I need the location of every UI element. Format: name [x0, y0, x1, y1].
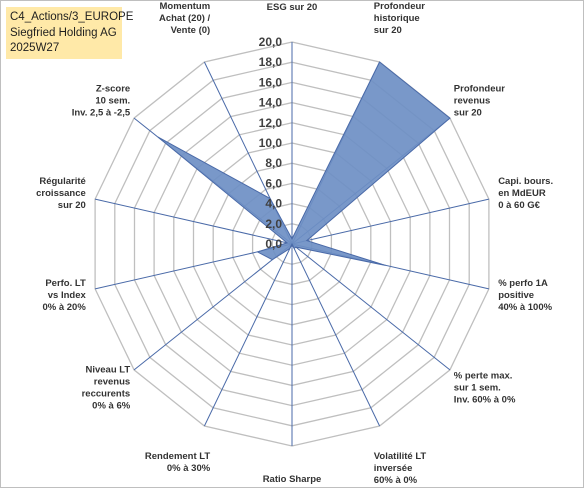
- axis-label: 40% à 100%: [498, 302, 552, 313]
- info-category: C4_Actions/3_EUROPE: [10, 11, 134, 23]
- axis-label: ESG sur 20: [267, 2, 318, 13]
- axis-label: Niveau LT: [85, 364, 130, 375]
- tick-label: 20,0: [259, 35, 283, 49]
- axis-label: 0 à 2: [281, 486, 302, 487]
- axis-label: revenus: [454, 96, 490, 107]
- axis-label: historique: [374, 13, 420, 24]
- axis-spoke: [291, 243, 451, 371]
- axis-label: positive: [498, 290, 534, 301]
- axis-label: sur 20: [374, 25, 402, 36]
- axis-label: 0 à 60 G€: [498, 200, 540, 211]
- axis-label: en MdEUR: [498, 188, 546, 199]
- axis-label: Volatilité LT: [374, 451, 427, 462]
- axis-spoke: [94, 198, 293, 245]
- tick-label: 12,0: [259, 116, 283, 130]
- axis-label: 10 sem.: [95, 96, 130, 107]
- axis-label: sur 1 sem.: [454, 382, 501, 393]
- tick-label: 0,0: [265, 237, 282, 251]
- tick-label: 6,0: [265, 176, 282, 190]
- tick-label: 8,0: [265, 156, 282, 170]
- axis-label: sur 20: [58, 200, 86, 211]
- axis-label: sur 20: [454, 108, 482, 119]
- axis-spoke: [291, 198, 490, 245]
- axis-label: Momentum: [160, 1, 211, 12]
- axis-label: Profondeur: [454, 84, 505, 95]
- axis-label: Z-score: [96, 84, 130, 95]
- axis-label: reccurents: [82, 388, 131, 399]
- axis-label: 0% à 30%: [167, 463, 211, 474]
- tick-label: 10,0: [259, 136, 283, 150]
- tick-label: 18,0: [259, 55, 283, 69]
- tick-label: 16,0: [259, 75, 283, 89]
- axis-label: vs Index: [48, 290, 87, 301]
- tick-label: 14,0: [259, 96, 283, 110]
- axis-label: Achat (20) /: [159, 13, 211, 24]
- axis-label: Inv. 60% à 0%: [454, 394, 516, 405]
- axis-label: Capi. bours.: [498, 176, 553, 187]
- tick-label: 4,0: [265, 197, 282, 211]
- axis-label: 0% à 6%: [92, 400, 131, 411]
- tick-label: 2,0: [265, 217, 282, 231]
- axis-spoke: [133, 243, 293, 371]
- axis-label: % perte max.: [454, 370, 513, 381]
- axis-label: Inv. 2,5 à -2,5: [72, 108, 131, 119]
- axis-label: Vente (0): [171, 25, 211, 36]
- axis-label: Profondeur: [374, 1, 425, 12]
- axis-label: Rendement LT: [145, 451, 210, 462]
- axis-label: 60% à 0%: [374, 475, 418, 486]
- axis-spoke: [203, 243, 293, 427]
- axis-label: revenus: [94, 376, 130, 387]
- axis-label: inversée: [374, 463, 413, 474]
- info-company: Siegfried Holding AG: [10, 26, 117, 39]
- axis-spoke: [291, 243, 381, 427]
- axis-label: % perfo 1A: [498, 278, 548, 289]
- axis-label: Perfo. LT: [45, 278, 86, 289]
- info-week: 2025W27: [10, 42, 60, 54]
- axis-label: croissance: [36, 188, 86, 199]
- series-area: [157, 61, 451, 266]
- axis-label: Régularité: [39, 176, 85, 187]
- info-box: C4_Actions/3_EUROPE Siegfried Holding AG…: [6, 7, 134, 59]
- axis-label: 0% à 20%: [42, 302, 86, 313]
- axis-label: Ratio Sharpe: [263, 474, 322, 485]
